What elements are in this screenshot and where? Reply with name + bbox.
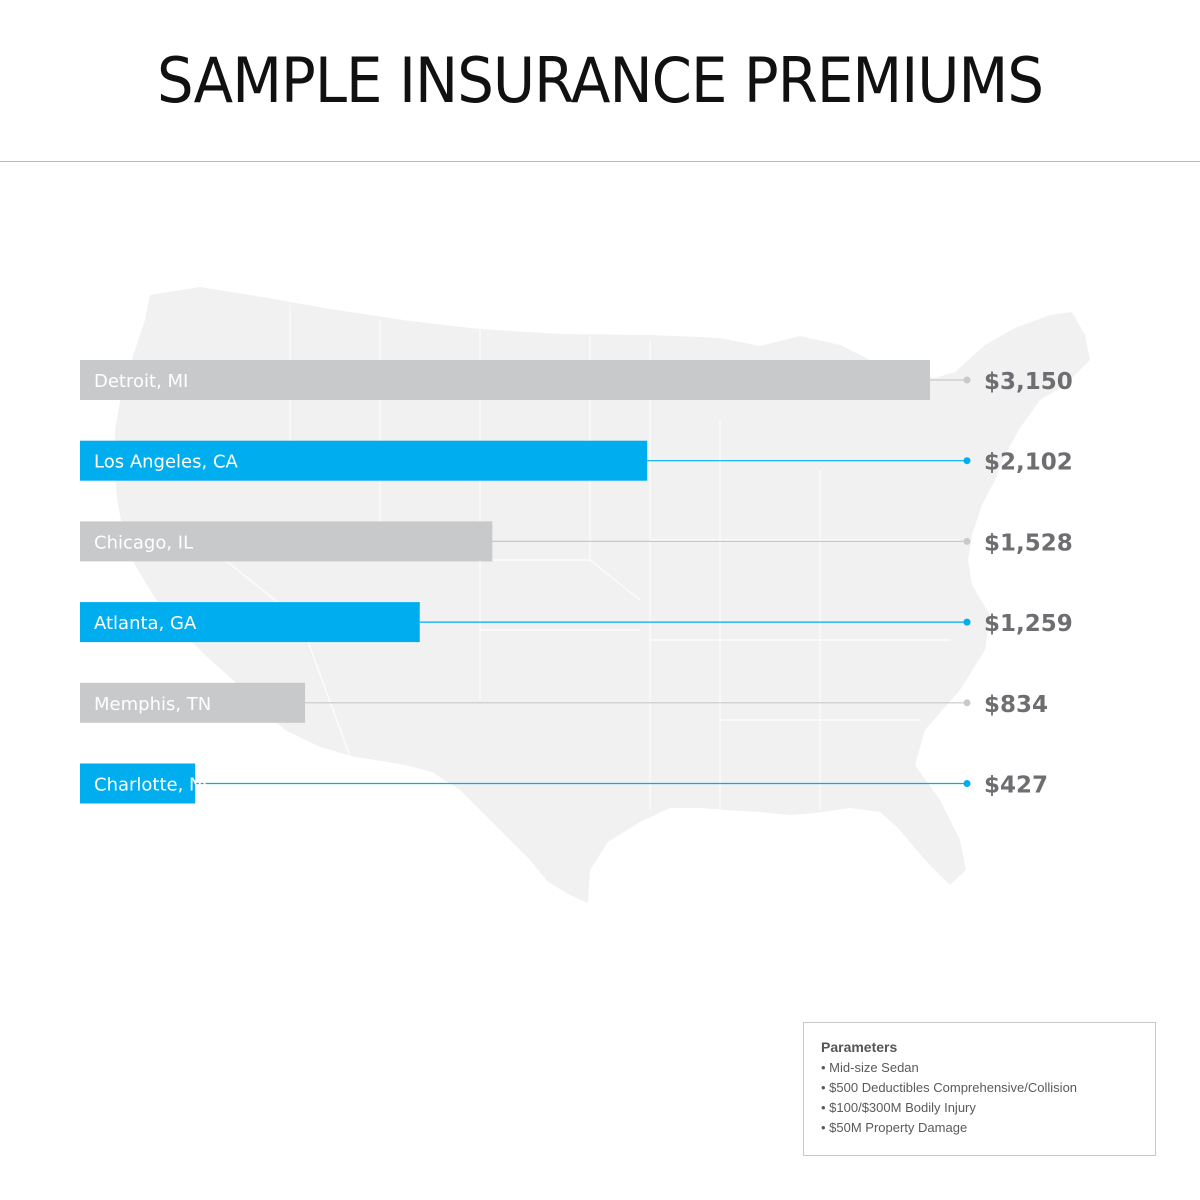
bar-chicago-il <box>80 521 493 562</box>
parameter-item: Mid-size Sedan <box>821 1058 1155 1078</box>
bar-label: Charlotte, NC <box>94 775 215 796</box>
bar-detroit-mi <box>80 360 930 400</box>
value-label: $1,528 <box>984 530 1073 556</box>
bar-label: Detroit, MI <box>94 371 188 392</box>
bar-label: Chicago, IL <box>94 532 193 553</box>
leader-dot <box>963 376 971 384</box>
parameter-item: $50M Property Damage <box>821 1118 1155 1138</box>
value-label: $834 <box>984 692 1048 718</box>
header: SAMPLE INSURANCE PREMIUMS <box>0 0 1200 162</box>
parameter-item: $500 Deductibles Comprehensive/Collision <box>821 1078 1155 1098</box>
page-title: SAMPLE INSURANCE PREMIUMS <box>156 44 1044 117</box>
bar-atlanta-ga <box>80 602 420 643</box>
parameters-box: Parameters Mid-size Sedan $500 Deductibl… <box>803 1022 1156 1156</box>
bar-memphis-tn <box>80 682 306 723</box>
bar-label: Los Angeles, CA <box>94 452 239 473</box>
value-label: $2,102 <box>984 450 1073 476</box>
bar-label: Atlanta, GA <box>94 613 197 634</box>
bar-label: Memphis, TN <box>94 694 211 715</box>
parameter-item: $100/$300M Bodily Injury <box>821 1098 1155 1118</box>
bar-charlotte-nc <box>80 763 196 804</box>
leader-dot <box>963 618 971 626</box>
bar-los-angeles-ca <box>80 440 648 481</box>
value-label: $1,259 <box>984 611 1073 637</box>
leader-dot <box>963 699 971 707</box>
leader-dot <box>963 537 971 545</box>
value-label: $3,150 <box>984 369 1073 395</box>
parameters-list: Mid-size Sedan $500 Deductibles Comprehe… <box>821 1058 1155 1138</box>
leader-dot <box>963 457 971 465</box>
parameters-heading: Parameters <box>821 1039 898 1055</box>
leader-dot <box>963 780 971 787</box>
value-label: $427 <box>984 773 1048 799</box>
